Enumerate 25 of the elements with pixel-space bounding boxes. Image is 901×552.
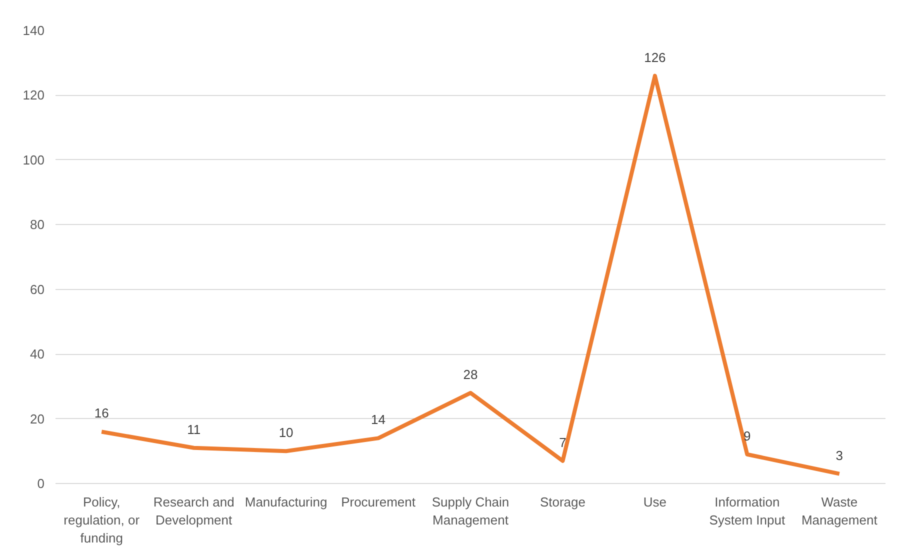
data-label: 11: [187, 422, 201, 437]
y-tick-label: 120: [22, 88, 45, 103]
x-tick-label: Use: [643, 494, 667, 510]
y-tick-label: 80: [30, 217, 45, 232]
data-label: 14: [371, 412, 386, 428]
x-tick-label: Manufacturing: [244, 494, 328, 510]
x-tick-label: Storage: [540, 494, 586, 510]
data-label: 16: [94, 406, 109, 421]
y-tick-label: 40: [30, 346, 45, 362]
x-tick-label: Policy, regulation, or funding: [64, 494, 140, 546]
y-tick-label: 20: [30, 411, 45, 426]
y-tick-label: 0: [37, 476, 45, 491]
data-label: 3: [836, 448, 844, 463]
x-tick-label: Supply Chain Management: [432, 494, 510, 528]
x-tick-label: Procurement: [341, 494, 416, 510]
y-tick-label: 100: [22, 152, 45, 168]
y-tick-label: 60: [30, 282, 45, 297]
data-label: 126: [644, 50, 666, 65]
y-tick-label: 140: [22, 23, 45, 38]
data-label: 9: [744, 428, 751, 444]
x-tick-label: Information System Input: [709, 494, 786, 528]
x-tick-label: Research and Development: [153, 494, 234, 528]
data-label: 10: [278, 425, 294, 440]
data-label: 28: [463, 366, 478, 382]
x-tick-label: Waste Management: [801, 494, 878, 528]
